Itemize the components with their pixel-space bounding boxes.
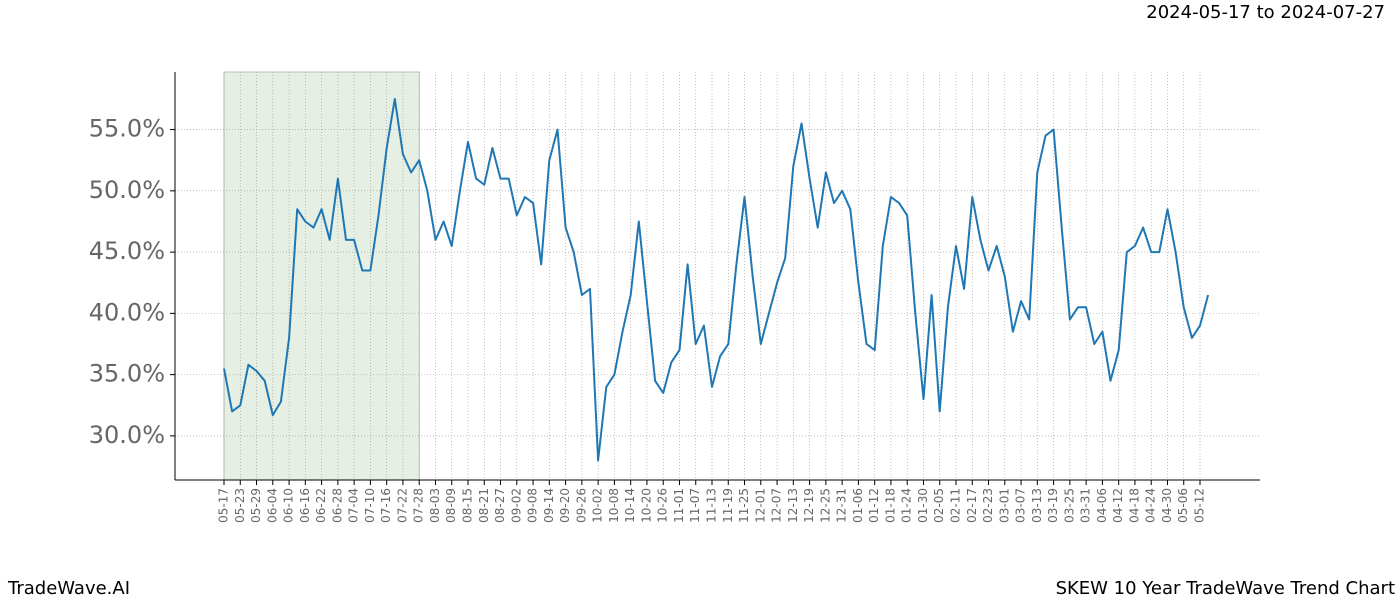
x-tick-label: 05-29 xyxy=(249,488,263,523)
x-tick-label: 12-07 xyxy=(770,488,784,523)
x-tick-label: 01-06 xyxy=(851,488,865,523)
x-tick-label: 06-22 xyxy=(314,488,328,523)
x-tick-label: 08-27 xyxy=(493,488,507,523)
x-tick-label: 01-18 xyxy=(883,488,897,523)
x-tick-label: 08-09 xyxy=(444,488,458,523)
x-tick-label: 05-06 xyxy=(1176,488,1190,523)
x-tick-label: 05-17 xyxy=(217,488,231,523)
x-tick-label: 10-26 xyxy=(656,488,670,523)
x-tick-label: 03-25 xyxy=(1062,488,1076,523)
trend-line xyxy=(223,98,1210,462)
chart-caption: SKEW 10 Year TradeWave Trend Chart xyxy=(1056,578,1395,599)
x-tick-label: 03-01 xyxy=(997,488,1011,523)
x-tick-label: 11-25 xyxy=(737,488,751,523)
x-tick-label: 11-07 xyxy=(688,488,702,523)
brand: TradeWave.AI xyxy=(7,578,130,599)
y-tick-label: 55.0% xyxy=(89,115,165,143)
x-tick-label: 12-19 xyxy=(802,488,816,523)
x-tick-label: 10-08 xyxy=(607,488,621,523)
x-tick-label: 05-23 xyxy=(233,488,247,523)
x-tick-label: 11-01 xyxy=(672,488,686,523)
x-tick-label: 06-16 xyxy=(298,488,312,523)
y-tick-label: 50.0% xyxy=(89,176,165,204)
x-tick-label: 10-20 xyxy=(639,488,653,523)
x-tick-label: 09-02 xyxy=(509,488,523,523)
x-tick-label: 07-16 xyxy=(379,488,393,523)
x-tick-label: 07-22 xyxy=(395,488,409,523)
x-tick-label: 01-12 xyxy=(867,488,881,523)
x-tick-label: 12-31 xyxy=(835,488,849,523)
x-tick-label: 02-11 xyxy=(949,488,963,523)
x-tick-label: 08-15 xyxy=(461,488,475,523)
x-tick-label: 01-30 xyxy=(916,488,930,523)
x-tick-label: 02-05 xyxy=(932,488,946,523)
x-tick-label: 08-03 xyxy=(428,488,442,523)
x-tick-label: 09-14 xyxy=(542,488,556,523)
x-tick-label: 05-12 xyxy=(1193,488,1207,523)
x-tick-label: 04-06 xyxy=(1095,488,1109,523)
x-tick-label: 09-08 xyxy=(526,488,540,523)
x-tick-label: 03-19 xyxy=(1046,488,1060,523)
y-tick-label: 40.0% xyxy=(89,298,165,326)
x-tick-label: 03-13 xyxy=(1030,488,1044,523)
x-tick-label: 09-20 xyxy=(558,488,572,523)
y-tick-label: 35.0% xyxy=(89,360,165,388)
x-tick-label: 01-24 xyxy=(900,488,914,523)
x-tick-label: 08-21 xyxy=(477,488,491,523)
x-tick-label: 11-13 xyxy=(705,488,719,523)
x-tick-label: 03-07 xyxy=(1014,488,1028,523)
x-tick-label: 07-10 xyxy=(363,488,377,523)
x-tick-label: 04-30 xyxy=(1160,488,1174,523)
x-tick-label: 12-13 xyxy=(786,488,800,523)
x-tick-label: 02-23 xyxy=(981,488,995,523)
x-tick-label: 04-18 xyxy=(1127,488,1141,523)
x-tick-label: 02-17 xyxy=(965,488,979,523)
x-tick-label: 10-02 xyxy=(591,488,605,523)
x-tick-label: 09-26 xyxy=(574,488,588,523)
y-tick-label: 30.0% xyxy=(89,421,165,449)
x-tick-label: 06-10 xyxy=(282,488,296,523)
x-tick-label: 07-28 xyxy=(412,488,426,523)
x-tick-label: 11-19 xyxy=(721,488,735,523)
y-tick-label: 45.0% xyxy=(89,237,165,265)
x-tick-label: 04-24 xyxy=(1144,488,1158,523)
x-tick-label: 03-31 xyxy=(1079,488,1093,523)
x-tick-label: 06-04 xyxy=(265,488,279,523)
x-tick-label: 07-04 xyxy=(347,488,361,523)
x-tick-label: 12-01 xyxy=(753,488,767,523)
x-tick-label: 06-28 xyxy=(330,488,344,523)
date-range: 2024-05-17 to 2024-07-27 xyxy=(1146,2,1385,23)
x-tick-label: 10-14 xyxy=(623,488,637,523)
x-tick-label: 12-25 xyxy=(818,488,832,523)
x-tick-label: 04-12 xyxy=(1111,488,1125,523)
